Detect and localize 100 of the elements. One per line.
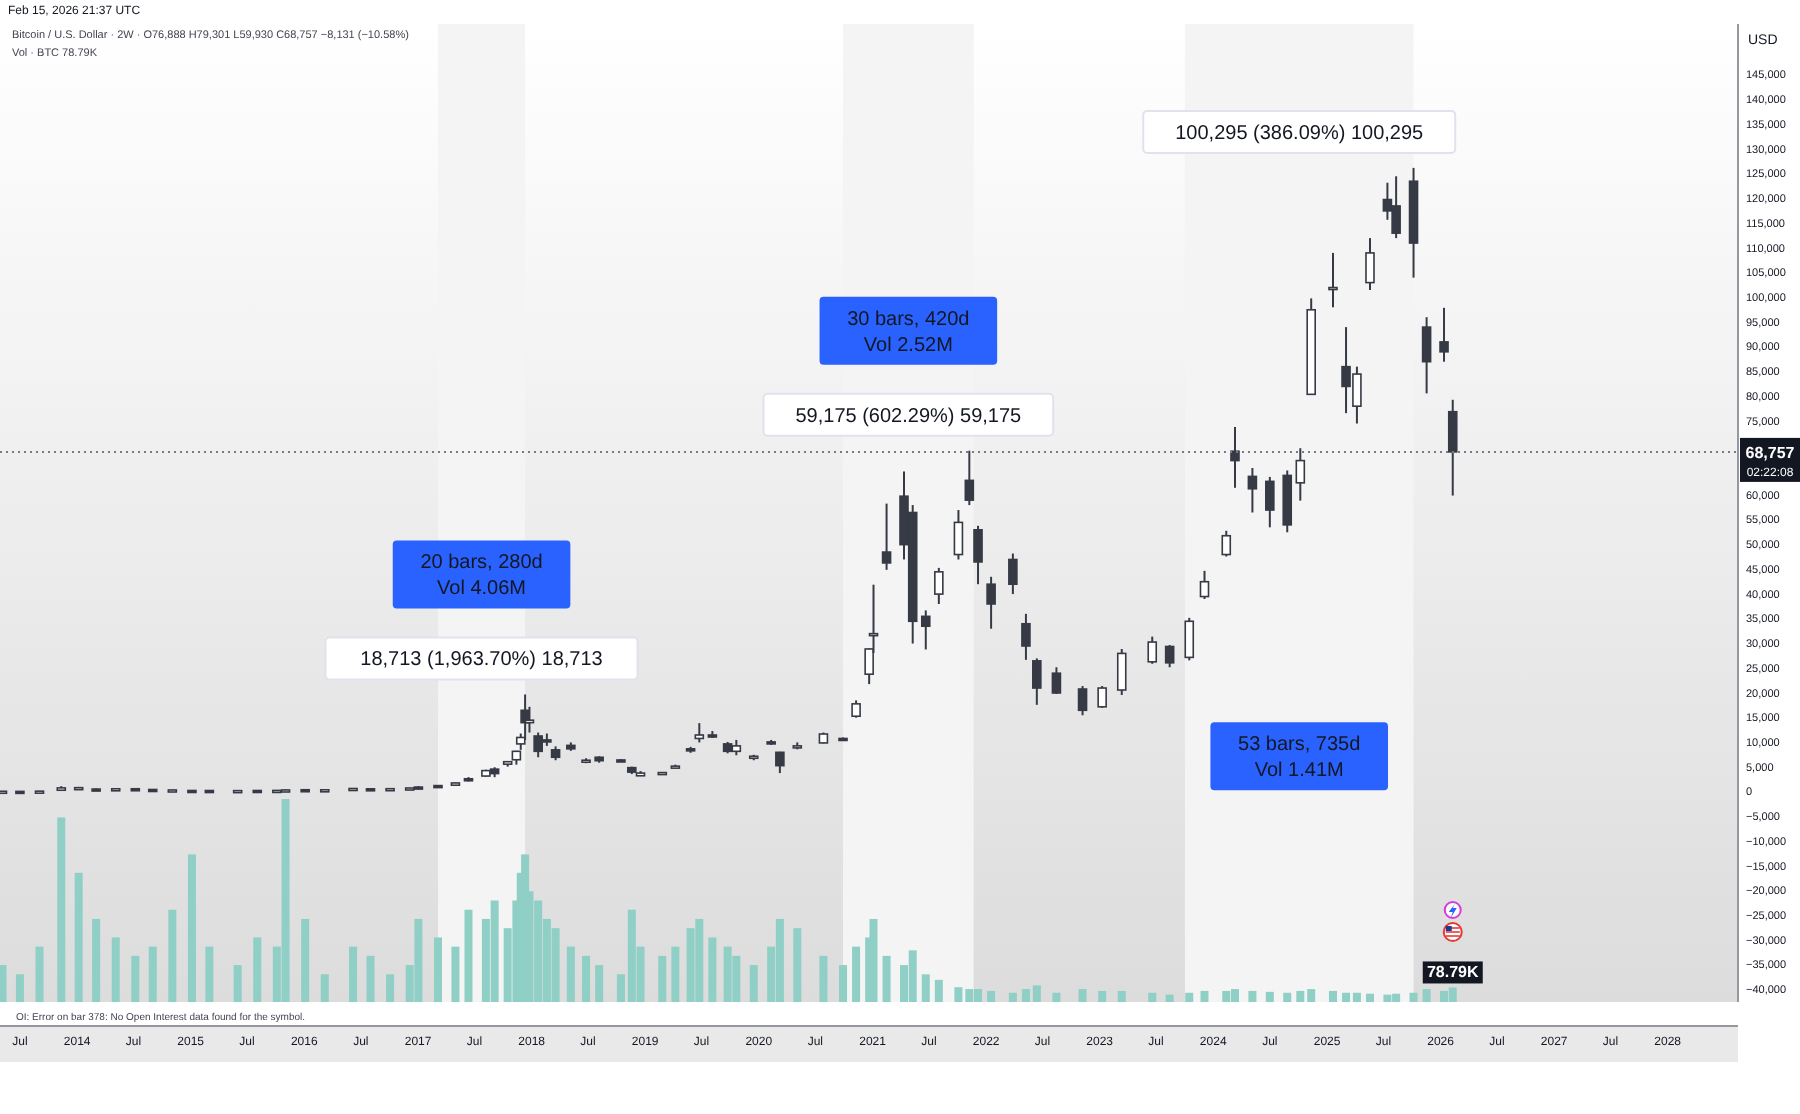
candlestick — [1439, 306, 1449, 363]
candlestick — [1164, 644, 1175, 669]
bar — [869, 918, 878, 1002]
candlestick — [1021, 612, 1031, 661]
bar — [253, 937, 262, 1002]
bar — [1008, 992, 1017, 1002]
bar — [695, 918, 704, 1002]
bar — [111, 937, 120, 1002]
bar — [15, 974, 24, 1002]
bar — [148, 946, 157, 1002]
candlestick — [1265, 475, 1275, 529]
bar — [723, 946, 732, 1002]
candlestick — [953, 509, 964, 561]
data-label: 78.79K — [1426, 963, 1479, 982]
candlestick — [1077, 685, 1088, 717]
bar — [775, 918, 784, 1002]
bar — [582, 955, 591, 1002]
bar — [1165, 994, 1174, 1002]
candlestick — [934, 566, 944, 605]
bar — [92, 918, 101, 1002]
bar — [1283, 992, 1292, 1002]
bar — [819, 955, 828, 1002]
bar — [566, 946, 575, 1002]
bar — [35, 946, 44, 1002]
bar — [451, 946, 460, 1002]
bar — [320, 974, 329, 1002]
bar — [57, 817, 66, 1002]
candlestick — [1116, 647, 1127, 696]
bar — [1265, 991, 1274, 1002]
candlestick — [1097, 685, 1107, 709]
bar — [301, 918, 310, 1002]
bar — [1117, 990, 1126, 1002]
candlestick — [1247, 467, 1258, 514]
bar — [987, 990, 996, 1002]
bar — [1222, 990, 1231, 1002]
candlestick — [694, 722, 705, 744]
bar — [671, 946, 680, 1002]
bar — [1230, 989, 1239, 1002]
bar — [708, 937, 717, 1002]
bar — [595, 965, 604, 1002]
bar — [839, 965, 848, 1002]
bar — [852, 946, 861, 1002]
candlestick — [1421, 316, 1432, 395]
candlestick — [1147, 635, 1158, 665]
bar — [1052, 992, 1061, 1002]
bar — [882, 955, 891, 1002]
bar — [1078, 989, 1087, 1002]
bar — [1148, 992, 1157, 1002]
bar — [281, 799, 290, 1002]
candlestick — [1032, 657, 1042, 706]
candlestick — [973, 524, 983, 586]
bar — [366, 955, 375, 1002]
candlestick — [1365, 237, 1375, 292]
bar — [131, 955, 140, 1002]
annotation: 100,295 (386.09%) 100,295 — [1175, 122, 1425, 145]
bar — [386, 974, 395, 1002]
bar — [205, 946, 214, 1002]
bar — [490, 900, 499, 1002]
candlestick — [1221, 529, 1232, 558]
bar — [921, 974, 930, 1002]
bar — [1409, 992, 1418, 1002]
candlestick — [1295, 447, 1306, 502]
annotation: 53 bars, 735d Vol 1.41M — [1238, 734, 1361, 783]
candlestick — [881, 502, 892, 571]
bar — [414, 918, 423, 1002]
bar — [749, 965, 758, 1002]
bar — [658, 955, 667, 1002]
bar — [934, 979, 943, 1002]
bar — [74, 872, 83, 1002]
bar — [793, 928, 802, 1002]
bar — [1448, 987, 1457, 1002]
bar — [1440, 990, 1449, 1002]
candlestick — [1447, 398, 1458, 497]
candlestick — [1230, 425, 1240, 489]
bar — [1200, 990, 1209, 1002]
annotation: 18,713 (1,963.70%) 18,713 — [360, 649, 604, 672]
bar — [0, 965, 7, 1002]
bar — [1365, 993, 1374, 1002]
bar — [1098, 990, 1107, 1002]
bar — [187, 854, 196, 1002]
candlestick — [1199, 569, 1210, 601]
bar — [908, 950, 917, 1002]
bar — [1422, 989, 1431, 1002]
bar — [1248, 990, 1257, 1002]
bar — [1383, 994, 1392, 1002]
candlestick — [1008, 552, 1018, 596]
candlestick — [1051, 666, 1062, 695]
candlestick — [986, 575, 996, 630]
bar — [732, 955, 741, 1002]
candlestick — [964, 449, 975, 507]
bar — [464, 909, 473, 1002]
bar — [1328, 990, 1337, 1002]
bar — [1185, 992, 1194, 1002]
bar — [434, 937, 442, 1002]
candlestick — [1328, 251, 1338, 309]
ref-line-label: 68,757 — [1745, 443, 1796, 462]
candlestick — [1391, 175, 1401, 240]
bar — [349, 946, 358, 1002]
bar — [233, 965, 242, 1002]
annotation: 20 bars, 280d Vol 4.06M — [420, 552, 543, 601]
